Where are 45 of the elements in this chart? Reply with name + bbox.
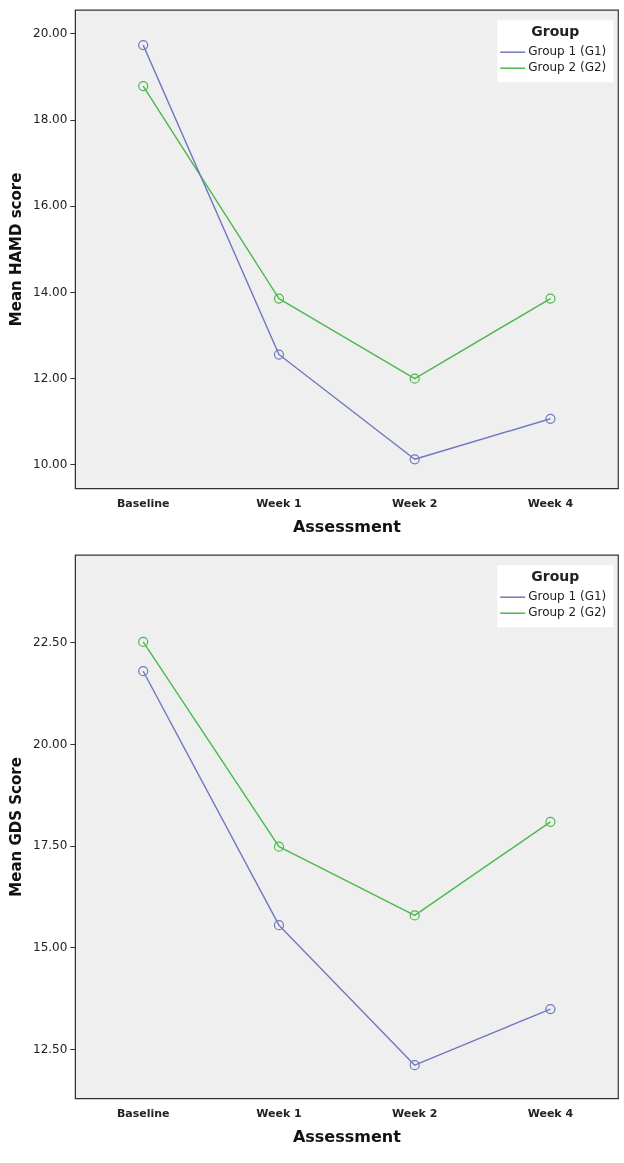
x-axis-title: Assessment	[292, 516, 402, 536]
legend-title: Group	[531, 567, 580, 584]
y-axis-title: Mean HAMD score	[6, 172, 25, 327]
y-tick-label: 16.00	[32, 198, 68, 213]
point	[138, 80, 149, 92]
point	[273, 349, 285, 360]
point	[409, 1060, 420, 1071]
y-tick-label: 20.00	[32, 26, 68, 41]
y-tick-label: 12.50	[32, 1041, 68, 1056]
point	[409, 454, 420, 465]
y-tick-label: 10.00	[32, 457, 68, 472]
y-tick-label: 14.00	[32, 284, 68, 299]
legend-label: Group 2 (G2)	[528, 605, 607, 620]
y-tick-label: 22.50	[32, 634, 68, 649]
point	[138, 666, 149, 677]
point	[545, 293, 556, 304]
x-axis-title: Assessment	[292, 1126, 402, 1146]
x-tick-label: Baseline	[116, 1107, 170, 1121]
point	[138, 40, 149, 51]
legend-label: Group 1 (G1)	[528, 589, 607, 604]
y-tick-label: 18.00	[32, 112, 68, 127]
legend-title: Group	[531, 22, 580, 39]
legend-label: Group 1 (G1)	[528, 44, 607, 59]
y-tick-label: 20.00	[32, 736, 68, 751]
x-tick-label: Week 4	[527, 1107, 574, 1121]
point	[409, 373, 420, 384]
point	[273, 293, 285, 304]
x-tick-label: Week 2	[391, 1107, 438, 1121]
y-tick-label: 12.00	[32, 370, 68, 385]
point	[138, 636, 149, 647]
x-tick-label: Week 2	[391, 497, 438, 511]
x-tick-label: Week 1	[256, 1107, 302, 1121]
legend-label: Group 2 (G2)	[528, 60, 607, 75]
point	[409, 910, 420, 921]
point	[545, 413, 556, 424]
y-tick-label: 15.00	[32, 940, 68, 955]
x-tick-label: Week 1	[256, 497, 302, 511]
point	[273, 920, 285, 931]
point	[273, 841, 285, 852]
x-tick-label: Baseline	[116, 497, 170, 511]
y-tick-label: 17.50	[32, 838, 68, 853]
x-tick-label: Week 4	[527, 497, 574, 511]
y-axis-title: Mean GDS Score	[6, 757, 25, 897]
point	[545, 816, 556, 827]
point	[545, 1003, 556, 1015]
